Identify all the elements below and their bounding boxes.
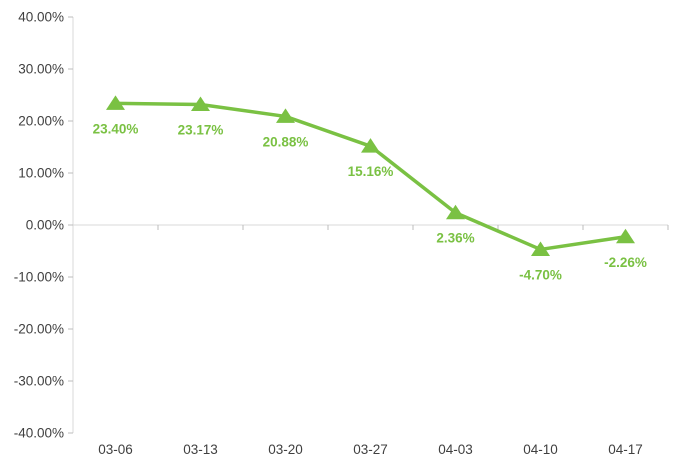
data-point-label: 23.17%	[178, 123, 224, 138]
data-point-label: 20.88%	[263, 134, 309, 149]
x-axis-category-label: 03-27	[353, 442, 388, 457]
data-point-marker	[446, 204, 465, 220]
y-axis-tick-label: -30.00%	[14, 374, 64, 389]
data-point-marker	[191, 96, 210, 112]
y-axis-tick-label: -20.00%	[14, 322, 64, 337]
data-point-label: 2.36%	[436, 231, 474, 246]
data-point-marker	[106, 95, 125, 110]
data-point-marker	[361, 138, 380, 153]
x-axis-category-label: 03-20	[268, 442, 303, 457]
y-axis-tick-label: 30.00%	[18, 62, 64, 77]
data-point-marker	[531, 241, 550, 256]
data-point-marker	[616, 228, 635, 244]
data-point-label: -4.70%	[519, 267, 562, 282]
data-point-marker	[276, 108, 295, 123]
data-point-label: 15.16%	[348, 164, 394, 179]
y-axis-tick-label: 10.00%	[18, 166, 64, 181]
y-axis-tick-label: 0.00%	[26, 218, 64, 233]
x-axis-category-label: 04-17	[608, 442, 643, 457]
data-point-label: -2.26%	[604, 255, 647, 270]
y-axis-tick-label: -10.00%	[14, 270, 64, 285]
data-point-label: 23.40%	[93, 121, 139, 136]
y-axis-tick-label: 40.00%	[18, 10, 64, 25]
x-axis-category-label: 03-13	[183, 442, 218, 457]
x-axis-category-label: 04-10	[523, 442, 558, 457]
y-axis-tick-label: 20.00%	[18, 114, 64, 129]
y-axis-tick-label: -40.00%	[14, 426, 64, 441]
x-axis-category-label: 04-03	[438, 442, 473, 457]
x-axis-category-label: 03-06	[98, 442, 133, 457]
